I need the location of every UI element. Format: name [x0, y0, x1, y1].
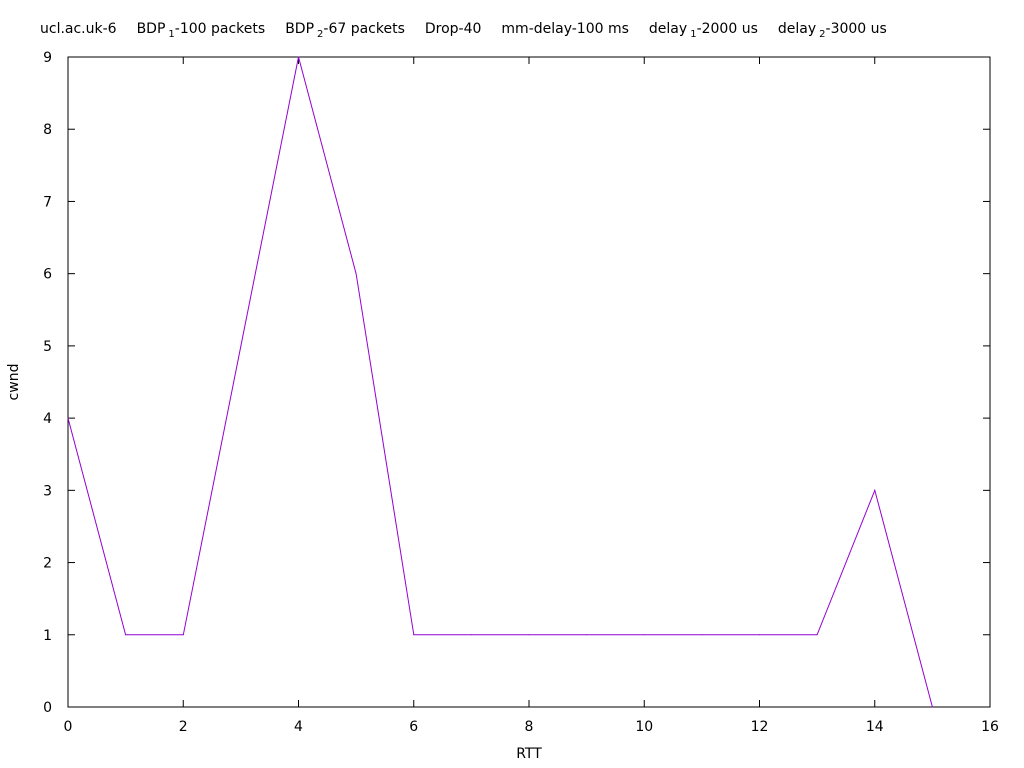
title-part-suffix: -67 packets [323, 21, 404, 37]
y-tick-label: 5 [43, 339, 52, 355]
data-point [67, 417, 69, 419]
title-part: delay [649, 21, 687, 37]
data-point [355, 273, 357, 275]
y-tick-label: 6 [43, 267, 52, 283]
title-subscript: 2 [819, 29, 825, 40]
data-point [240, 345, 242, 347]
y-tick-labels: 0 1 2 3 4 5 6 7 8 9 [43, 50, 52, 716]
y-tick-label: 1 [43, 628, 52, 644]
data-point [874, 489, 876, 491]
title-part: ucl.ac.uk-6 [40, 21, 117, 37]
chart-title: ucl.ac.uk-6 BDP 1-100 packets BDP 2-67 packe… [40, 21, 887, 40]
y-tick-label: 8 [43, 122, 52, 138]
data-point [759, 634, 760, 636]
series-line [67, 56, 933, 708]
x-tick-label: 2 [179, 719, 188, 735]
y-tick-label: 9 [43, 50, 52, 66]
x-axis-label: RTT [516, 746, 542, 762]
title-part-suffix: -2000 us [697, 21, 758, 37]
data-point [931, 706, 933, 708]
x-tick-label: 12 [751, 719, 769, 735]
y-axis-label: cwnd [6, 364, 22, 401]
y-tick-label: 0 [43, 700, 52, 716]
x-tick-label: 6 [409, 719, 418, 735]
y-tick-label: 2 [43, 556, 52, 572]
title-part: delay [778, 21, 816, 37]
x-tick-labels: 0 2 4 6 8 10 12 14 16 [64, 719, 999, 735]
data-point [528, 634, 530, 636]
title-part: Drop-40 [425, 21, 482, 37]
data-point [586, 634, 588, 636]
y-tick-label: 3 [43, 483, 52, 499]
x-tick-label: 4 [294, 719, 303, 735]
title-subscript: 2 [317, 29, 323, 40]
title-part: BDP [285, 21, 314, 37]
title-part-suffix: -100 packets [175, 21, 265, 37]
title-subscript: 1 [168, 29, 174, 40]
data-point [413, 634, 415, 636]
title-part: mm-delay-100 ms [501, 21, 629, 37]
series-lines [67, 56, 933, 708]
plot-area-border [67, 56, 991, 708]
data-point [298, 56, 299, 58]
data-point [125, 634, 127, 636]
x-tick-label: 8 [525, 719, 534, 735]
x-tick-label: 0 [64, 719, 73, 735]
data-point [643, 634, 645, 636]
data-point [701, 634, 703, 636]
title-subscript: 1 [690, 29, 696, 40]
title-part: BDP [137, 21, 166, 37]
axis-ticks [67, 56, 991, 708]
data-point [816, 634, 818, 636]
data-point [470, 634, 472, 636]
title-part-suffix: -3000 us [826, 21, 887, 37]
data-point [182, 634, 184, 636]
x-tick-label: 10 [635, 719, 653, 735]
chart-title-text: ucl.ac.uk-6 BDP 1-100 packets BDP 2-67 packe… [40, 21, 887, 40]
y-tick-label: 7 [43, 194, 52, 210]
x-tick-label: 16 [981, 719, 999, 735]
y-tick-label: 4 [43, 411, 52, 427]
x-tick-label: 14 [866, 719, 884, 735]
